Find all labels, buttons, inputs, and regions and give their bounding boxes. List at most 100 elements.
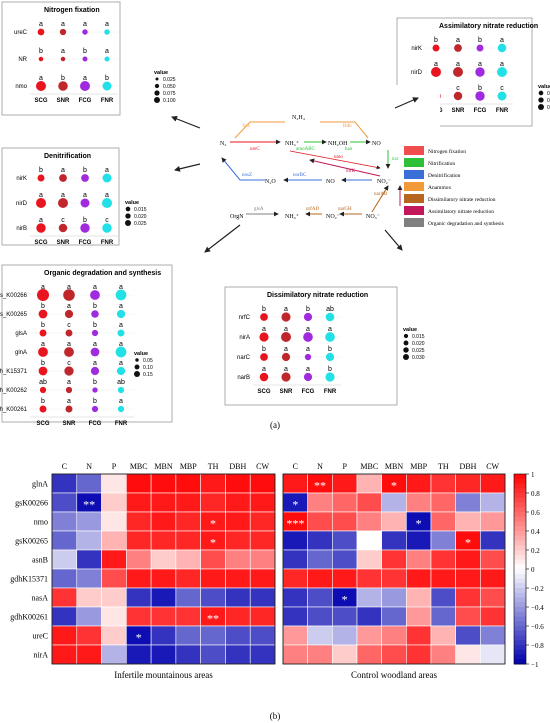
significance-letter: a bbox=[105, 48, 109, 55]
heatmap-cell bbox=[126, 473, 152, 494]
legend-label: 0.05 bbox=[143, 358, 153, 364]
colorbar-segment bbox=[514, 564, 526, 570]
legend-size-swatch bbox=[155, 77, 159, 81]
bubble-point bbox=[58, 223, 68, 233]
heatmap-cell bbox=[51, 587, 78, 608]
heatmap-xlabel: Infertile mountainous areas bbox=[114, 670, 213, 680]
heatmaps: glnA gsK00266 nmo gsK00265 asnB gdhK15371 nasA… bbox=[10, 462, 506, 680]
bubble-point bbox=[259, 372, 269, 382]
colorbar-segment bbox=[514, 521, 526, 527]
heatmap-cell bbox=[455, 473, 481, 494]
bubble-point bbox=[325, 352, 335, 362]
connector-arrows bbox=[171, 97, 419, 253]
x-tick-label: FNR bbox=[115, 421, 128, 427]
significance-letter: a bbox=[456, 61, 460, 68]
heatmap-cell bbox=[356, 587, 382, 608]
bubble-point bbox=[91, 329, 99, 337]
pathway-legend-label: Nitrogen fixation bbox=[428, 148, 466, 155]
significance-letter: a bbox=[67, 303, 71, 310]
significance-letter: a bbox=[456, 37, 460, 44]
bubble-point bbox=[260, 313, 268, 321]
heatmap-row-label: nmo bbox=[34, 518, 48, 527]
colorbar-segment bbox=[514, 478, 526, 484]
colorbar-tick-label: 0.2 bbox=[531, 547, 540, 555]
significance-letter: b bbox=[105, 75, 109, 82]
heatmap-cell bbox=[282, 530, 308, 551]
colorbar-segment bbox=[514, 483, 526, 489]
significance-letter: a bbox=[262, 326, 266, 333]
significance-letter: ab bbox=[117, 379, 125, 386]
heatmap-cell bbox=[150, 473, 177, 494]
bubble-point bbox=[38, 309, 48, 319]
bubble-point bbox=[58, 81, 68, 91]
heatmap-cell bbox=[249, 568, 276, 589]
bubble-point bbox=[64, 309, 74, 319]
bubble-point bbox=[80, 198, 90, 208]
heatmap-cell bbox=[406, 587, 432, 608]
heatmap-cell bbox=[51, 625, 78, 646]
pathway-gene: amoABC bbox=[296, 147, 316, 152]
heatmap-cell bbox=[101, 492, 127, 513]
significance-letter: a bbox=[119, 341, 123, 348]
x-tick-label: SNR bbox=[280, 389, 293, 395]
heatmap-cell bbox=[282, 644, 308, 665]
heatmap-cell bbox=[332, 606, 358, 627]
colorbar-segment bbox=[514, 550, 526, 556]
significance-letter: a bbox=[306, 346, 310, 353]
heatmap-cell bbox=[249, 530, 276, 551]
bubble-point bbox=[37, 28, 45, 36]
row-label: nmo bbox=[15, 84, 27, 90]
pathway-legend-label: Anammox bbox=[428, 185, 451, 191]
x-tick-label: SNR bbox=[57, 240, 70, 246]
significance-stars: * bbox=[416, 517, 422, 531]
colorbar-segment bbox=[514, 626, 526, 632]
heatmap-cell bbox=[76, 606, 102, 627]
figure-label-a: (a) bbox=[270, 420, 280, 430]
bubble-point bbox=[497, 43, 507, 53]
significance-letter: a bbox=[478, 61, 482, 68]
legend-title: value bbox=[125, 200, 139, 206]
heatmap-cell bbox=[282, 473, 308, 494]
x-tick-label: SNR bbox=[63, 421, 76, 427]
significance-letter: c bbox=[105, 217, 109, 224]
bubble-point bbox=[65, 386, 73, 394]
heatmap-cell bbox=[175, 530, 201, 551]
colorbar-segment bbox=[514, 588, 526, 594]
significance-stars: * bbox=[210, 536, 216, 550]
significance-letter: a bbox=[39, 217, 43, 224]
heatmap-cell bbox=[282, 587, 308, 608]
heatmap-cell bbox=[455, 492, 481, 513]
heatmap-cell bbox=[225, 625, 251, 646]
heatmap-cell bbox=[430, 473, 456, 494]
heatmap-col-label: MBN bbox=[385, 462, 403, 471]
heatmap-col-label: DBH bbox=[229, 462, 246, 471]
colorbar-segment bbox=[514, 583, 526, 589]
pathway-gene: hao bbox=[345, 147, 353, 152]
significance-stars: * bbox=[292, 498, 298, 512]
heatmap-cell bbox=[249, 587, 276, 608]
bubble-point bbox=[90, 290, 100, 300]
heatmap-cell bbox=[430, 530, 456, 551]
bubble-point bbox=[39, 329, 47, 337]
heatmap-row-label: gsK00266 bbox=[15, 499, 48, 508]
significance-letter: a bbox=[105, 21, 109, 28]
heatmap-cell bbox=[101, 473, 127, 494]
colorbar-segment bbox=[514, 611, 526, 617]
pathway-legend-swatch bbox=[404, 182, 424, 191]
heatmap-cell bbox=[225, 606, 251, 627]
bubble-point bbox=[64, 366, 74, 376]
legend-size-swatch bbox=[403, 354, 409, 360]
significance-letter: a bbox=[500, 37, 504, 44]
nitrogen-pathway-diagram: N₂ NH₄⁺ NH₂OH NO N₂H₄ N₂O NO NO₂⁻ NO₃⁻ O… bbox=[195, 85, 440, 275]
heatmap-cell bbox=[430, 606, 456, 627]
pathway-legend-swatch bbox=[404, 206, 424, 215]
significance-letter: a bbox=[67, 379, 71, 386]
legend-label: 0.030 bbox=[412, 355, 425, 361]
heatmap-cell bbox=[406, 644, 432, 665]
heatmap-cell bbox=[126, 511, 152, 532]
heatmap-cell bbox=[307, 568, 333, 589]
bubble-point bbox=[116, 366, 126, 376]
bubble-point bbox=[82, 56, 88, 62]
